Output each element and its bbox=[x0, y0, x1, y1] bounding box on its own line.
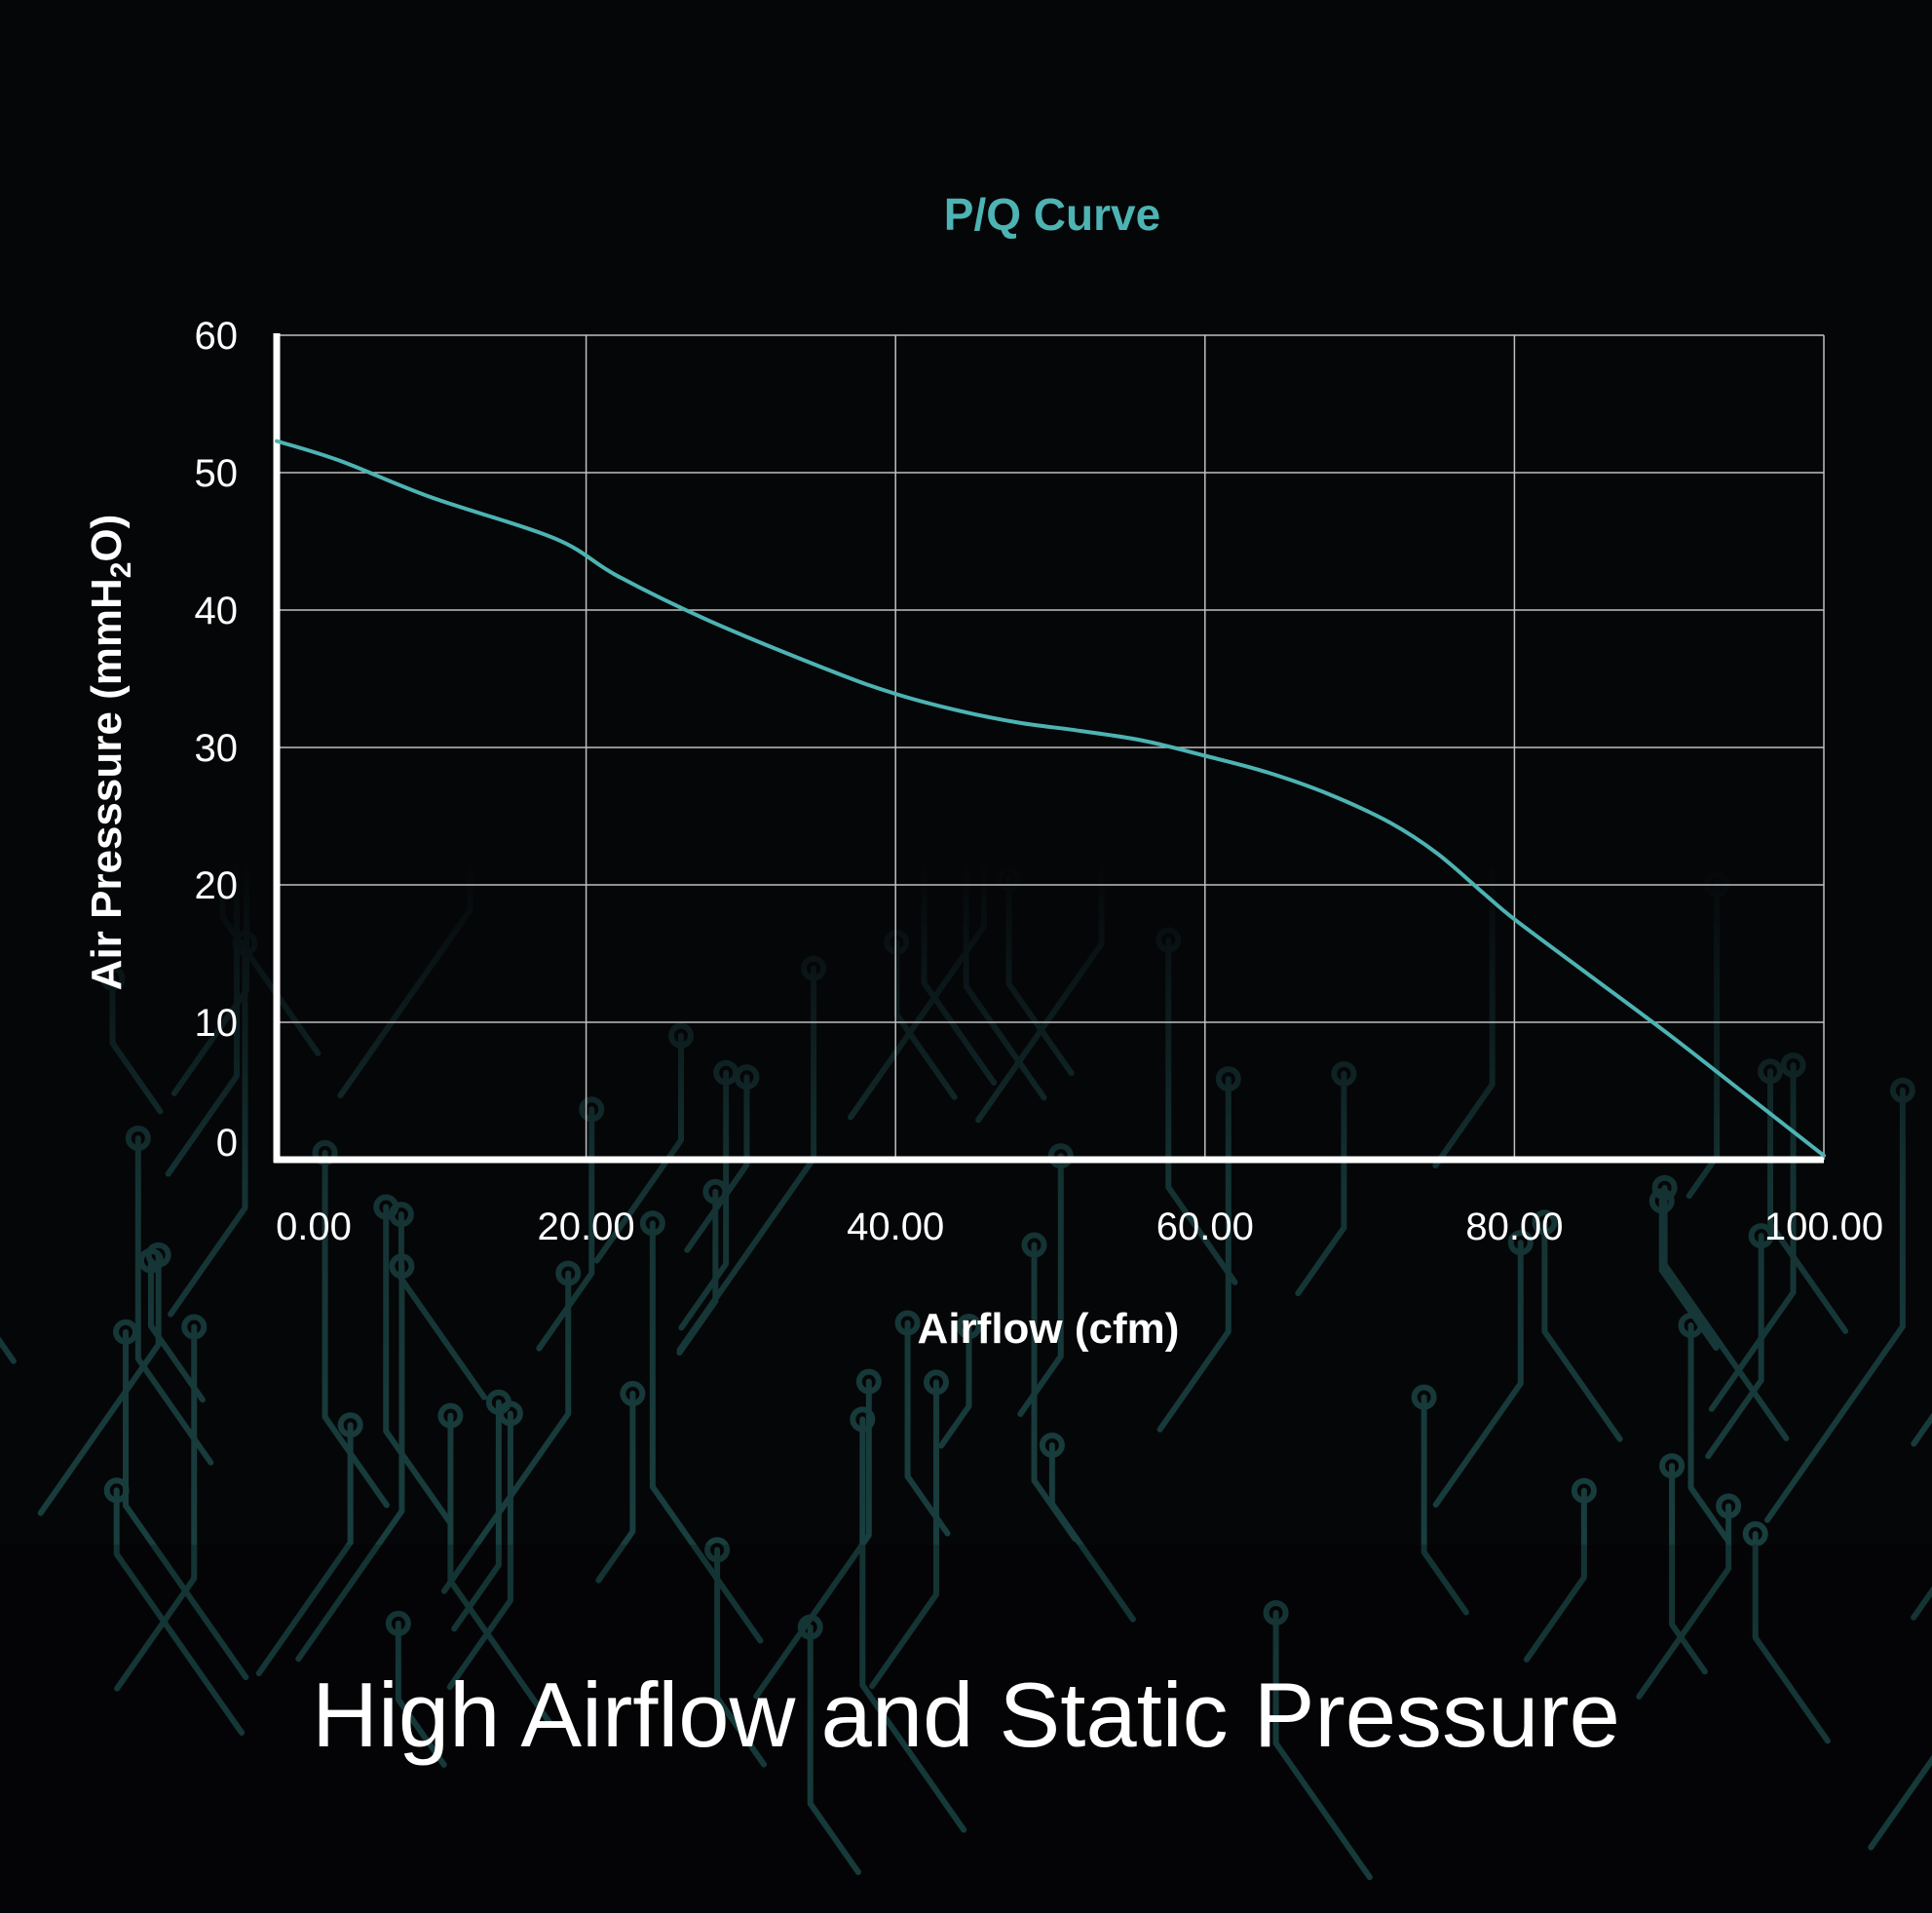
y-tick-label-1: 10 bbox=[195, 1002, 239, 1045]
y-axis-title-main: Air Presssure (mmH bbox=[83, 578, 131, 990]
x-tick-label-1: 20.00 bbox=[538, 1205, 635, 1248]
chart-axes bbox=[273, 333, 1824, 1164]
headline-caption: High Airflow and Static Pressure bbox=[312, 1664, 1620, 1766]
x-tick-label-4: 80.00 bbox=[1465, 1205, 1563, 1248]
y-tick-label-5: 50 bbox=[195, 452, 239, 495]
x-tick-label-5: 100.00 bbox=[1764, 1205, 1883, 1248]
y-axis-tick-labels: 0 10 20 30 40 50 60 bbox=[195, 315, 239, 1165]
chart-grid bbox=[277, 334, 1825, 1160]
series-line-0 bbox=[275, 439, 1826, 1158]
x-tick-label-0: 0.00 bbox=[276, 1205, 352, 1248]
chart-series-layer bbox=[275, 439, 1826, 1158]
chart-title: P/Q Curve bbox=[944, 189, 1160, 240]
y-tick-label-2: 20 bbox=[195, 864, 239, 907]
y-axis-title: Air Presssure (mmH2O) bbox=[83, 515, 137, 991]
y-tick-label-6: 60 bbox=[195, 315, 239, 358]
y-tick-label-3: 30 bbox=[195, 727, 239, 770]
y-tick-label-0: 0 bbox=[216, 1122, 238, 1165]
x-axis-tick-labels: 0.00 20.00 40.00 60.00 80.00 100.00 bbox=[276, 1205, 1883, 1248]
y-tick-label-4: 40 bbox=[195, 590, 239, 632]
y-axis-title-subscript: 2 bbox=[105, 562, 137, 579]
x-tick-label-2: 40.00 bbox=[847, 1205, 944, 1248]
y-axis-title-suffix: O) bbox=[83, 515, 131, 562]
x-axis-title: Airflow (cfm) bbox=[918, 1305, 1180, 1353]
x-tick-label-3: 60.00 bbox=[1156, 1205, 1254, 1248]
